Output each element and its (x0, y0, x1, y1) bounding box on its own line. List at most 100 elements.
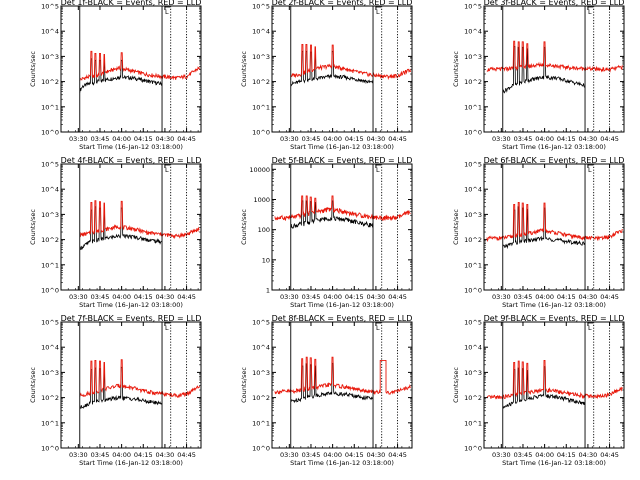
y-tick-label: 10^0 (464, 287, 482, 295)
x-tick-label: 03:30 (69, 293, 88, 301)
plot-frame (483, 163, 625, 291)
flag-label: L (376, 324, 380, 332)
flag-label: L (588, 8, 592, 16)
flag-label: L (165, 166, 169, 174)
x-axis-label: Start Time (16-Jan-12 03:18:00) (79, 143, 183, 151)
y-tick-label: 10^0 (41, 129, 59, 137)
y-tick-label: 10^1 (464, 261, 482, 269)
x-tick-label: 04:00 (535, 293, 554, 301)
x-tick-label: 04:45 (177, 293, 196, 301)
x-tick-label: 03:30 (280, 451, 299, 459)
lld-line (486, 359, 623, 400)
y-tick-label: 10^5 (41, 3, 59, 11)
y-tick-label: 10^1 (41, 103, 59, 111)
events-line (502, 366, 585, 410)
panel-9: Det 9f-BLACK = Events, RED = LLD 10^0 10^1… (452, 314, 625, 467)
panel-title: Det 2f-BLACK = Events, RED = LLD (272, 0, 413, 7)
panel-1: Det 1f-BLACK = Events, RED = LLD 10^0 10^1… (29, 0, 202, 151)
x-tick-label: 04:00 (323, 293, 342, 301)
plot-area (274, 356, 411, 404)
plot-frame (60, 5, 202, 133)
y-axis-label: Counts/sec (29, 209, 37, 245)
y-tick-label: 10^3 (41, 369, 59, 377)
y-axis-label: Counts/sec (240, 367, 248, 403)
panel-title: Det 3f-BLACK = Events, RED = LLD (484, 0, 625, 7)
x-tick-label: 04:45 (388, 293, 407, 301)
x-tick-label: 04:30 (156, 135, 175, 143)
x-tick-label: 04:15 (134, 451, 153, 459)
y-tick-label: 10^4 (252, 28, 270, 36)
y-tick-label: 10000 (249, 166, 270, 174)
y-tick-label: 10^3 (464, 53, 482, 61)
x-tick-label: 03:30 (69, 135, 88, 143)
x-tick-label: 04:00 (535, 135, 554, 143)
y-tick-label: 10^2 (252, 78, 270, 86)
y-tick-label: 10^3 (252, 369, 270, 377)
y-tick-label: 10^4 (41, 28, 59, 36)
y-tick-label: 10^1 (252, 419, 270, 427)
y-tick-label: 10^2 (41, 394, 59, 402)
flag-label: L (165, 324, 169, 332)
x-tick-label: 03:45 (514, 451, 533, 459)
y-tick-label: 10^4 (252, 344, 270, 352)
y-tick-label: 10^0 (252, 445, 270, 453)
y-tick-label: 1000 (253, 196, 270, 204)
plot-area (486, 40, 623, 94)
y-tick-label: 10^3 (252, 53, 270, 61)
events-line (502, 206, 585, 250)
y-tick-label: 10^2 (464, 78, 482, 86)
x-tick-label: 04:00 (323, 135, 342, 143)
y-tick-label: 10^5 (252, 3, 270, 11)
x-axis-label: Start Time (16-Jan-12 03:18:00) (290, 301, 394, 309)
y-axis-label: Counts/sec (29, 51, 37, 87)
x-tick-label: 04:30 (579, 293, 598, 301)
x-tick-label: 04:15 (557, 135, 576, 143)
flag-label: L (376, 166, 380, 174)
x-tick-label: 04:45 (388, 135, 407, 143)
y-tick-label: 10^1 (252, 103, 270, 111)
y-axis-label: Counts/sec (452, 51, 460, 87)
events-line (290, 200, 373, 229)
y-tick-label: 10^0 (41, 287, 59, 295)
x-tick-label: 03:45 (91, 451, 110, 459)
y-tick-label: 10^5 (41, 319, 59, 327)
x-tick-label: 04:15 (557, 293, 576, 301)
x-axis-label: Start Time (16-Jan-12 03:18:00) (79, 459, 183, 467)
panel-8: Det 8f-BLACK = Events, RED = LLD 10^0 10^1… (240, 314, 413, 467)
flag-label: L (165, 8, 169, 16)
y-tick-label: 10^3 (41, 211, 59, 219)
lld-line (79, 200, 200, 240)
y-tick-label: 10^2 (464, 236, 482, 244)
y-tick-label: 10^4 (41, 344, 59, 352)
y-tick-label: 10^0 (464, 129, 482, 137)
y-tick-label: 10^4 (41, 186, 59, 194)
y-tick-label: 10^4 (464, 28, 482, 36)
panel-6: Det 6f-BLACK = Events, RED = LLD 10^0 10^1… (452, 156, 625, 309)
x-tick-label: 04:30 (367, 293, 386, 301)
x-tick-label: 03:45 (302, 135, 321, 143)
x-axis-label: Start Time (16-Jan-12 03:18:00) (502, 459, 606, 467)
x-tick-label: 04:15 (134, 293, 153, 301)
y-tick-label: 10^2 (41, 236, 59, 244)
x-tick-label: 04:30 (156, 293, 175, 301)
panel-title: Det 1f-BLACK = Events, RED = LLD (61, 0, 202, 7)
plot-area (79, 50, 200, 93)
panel-title: Det 5f-BLACK = Events, RED = LLD (272, 156, 413, 165)
panel-7: Det 7f-BLACK = Events, RED = LLD 10^0 10^1… (29, 314, 202, 467)
y-axis-label: Counts/sec (452, 367, 460, 403)
x-tick-label: 04:00 (112, 135, 131, 143)
y-tick-label: 10^1 (41, 261, 59, 269)
x-tick-label: 04:15 (134, 135, 153, 143)
x-axis-label: Start Time (16-Jan-12 03:18:00) (290, 143, 394, 151)
y-tick-label: 10^1 (464, 103, 482, 111)
events-line (290, 50, 373, 87)
y-tick-label: 10^4 (464, 344, 482, 352)
lld-line (486, 40, 623, 73)
x-tick-label: 03:30 (69, 451, 88, 459)
events-line (79, 206, 162, 251)
y-tick-label: 10^4 (464, 186, 482, 194)
lld-line (486, 201, 623, 242)
events-line (502, 46, 585, 94)
panel-title: Det 6f-BLACK = Events, RED = LLD (484, 156, 625, 165)
